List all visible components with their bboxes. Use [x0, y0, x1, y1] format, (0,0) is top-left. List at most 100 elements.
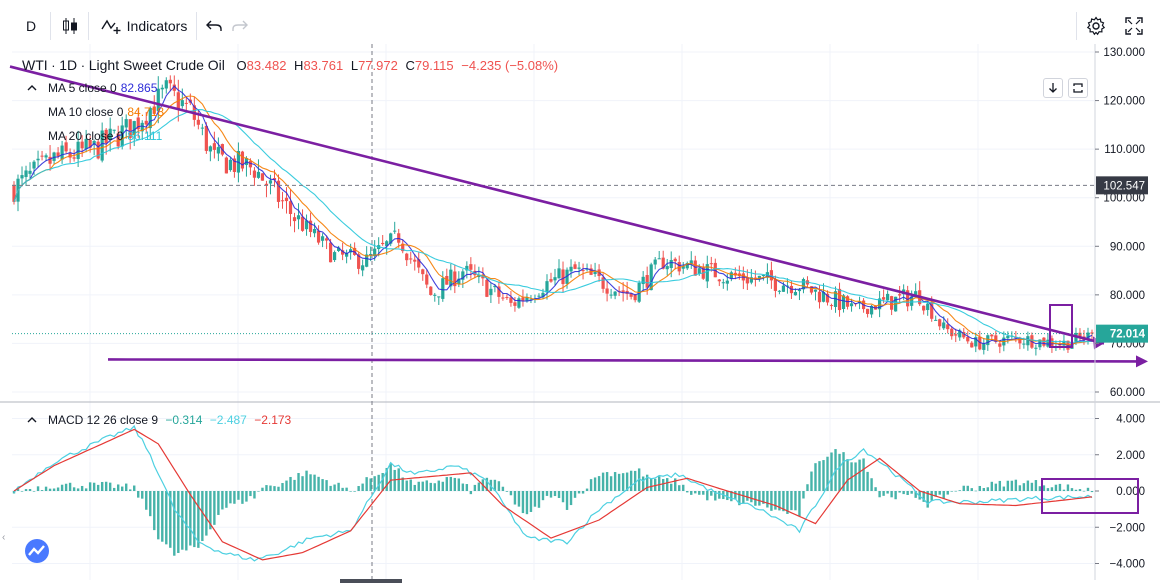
macd-histogram-bar — [1074, 489, 1078, 491]
candle-body — [365, 254, 369, 267]
candle-body — [729, 272, 733, 279]
macd-histogram-bar — [277, 486, 280, 491]
interval-button[interactable]: D — [14, 10, 48, 42]
macd-histogram-bar — [886, 491, 889, 494]
candle-body — [68, 153, 72, 158]
fullscreen-button[interactable] — [1120, 10, 1148, 42]
undo-button[interactable] — [202, 10, 226, 42]
macd-histogram-bar — [80, 485, 84, 491]
candle-body — [573, 264, 577, 269]
macd-histogram-bar — [806, 484, 809, 491]
candle-body — [401, 243, 405, 252]
candle-body — [112, 129, 116, 131]
macd-hist-value: −0.314 — [165, 413, 203, 427]
ma20-legend[interactable]: MA 20 close 0 86.111 — [48, 129, 162, 143]
candle-body — [557, 268, 561, 279]
candle-body — [878, 298, 882, 310]
trendline-drawings[interactable] — [9, 65, 1148, 368]
candle-body — [381, 242, 385, 245]
macd-histogram-bar — [1086, 487, 1090, 491]
ma10-line — [13, 95, 1093, 346]
collapse-legend-icon[interactable] — [26, 82, 38, 94]
macd-histogram-bar — [862, 458, 865, 491]
candle-body — [361, 265, 365, 271]
macd-histogram-bar — [666, 478, 669, 491]
macd-histogram-bar — [798, 491, 801, 517]
macd-histogram-bar — [814, 463, 817, 491]
macd-histogram-bar — [477, 482, 481, 491]
macd-histogram-bar — [633, 470, 637, 491]
candle-body — [1090, 332, 1094, 334]
macd-histogram-bar — [609, 476, 613, 491]
drawn-annotations[interactable] — [1041, 304, 1139, 514]
candle-body — [116, 133, 120, 147]
top-toolbar: D Indicators — [0, 0, 1160, 52]
chart-style-button[interactable] — [56, 10, 84, 42]
candle-body — [409, 258, 413, 260]
macd-histogram-bar — [465, 484, 469, 491]
macd-histogram-bar — [36, 486, 40, 491]
interval-label: D — [25, 18, 37, 34]
candle-body — [212, 143, 216, 150]
macd-histogram-bar — [822, 460, 825, 491]
macd-histogram-bar — [129, 489, 132, 491]
candle-body — [549, 279, 553, 282]
macd-histogram-bar — [966, 485, 969, 491]
symbol-ticker[interactable]: WTI — [22, 57, 48, 73]
candle-body — [136, 117, 140, 130]
macd-histogram-bar — [1022, 483, 1026, 491]
ma20-line — [13, 109, 1093, 344]
macd-histogram-bar — [221, 491, 224, 510]
candle-body — [1006, 335, 1010, 339]
ma10-legend[interactable]: MA 10 close 0 84.718 — [48, 105, 164, 119]
macd-histogram-bar — [469, 491, 473, 495]
candle-body — [144, 120, 148, 125]
candle-body — [757, 275, 761, 279]
macd-histogram-bar — [754, 491, 757, 506]
price-axis[interactable]: 130.000 120.000 110.000 100.000 90.000 80.000… — [340, 44, 1148, 583]
macd-histogram-bar — [653, 478, 657, 491]
macd-histogram-bar — [778, 491, 781, 511]
macd-histogram-bar — [64, 483, 68, 491]
candle-body — [769, 270, 774, 281]
macd-legend[interactable]: MACD 12 26 close 9 −0.314 −2.487 −2.173 — [48, 413, 291, 427]
candle-body — [433, 294, 437, 296]
macd-histogram-bar — [353, 491, 356, 492]
left-scroll-handle[interactable]: ‹ — [2, 532, 6, 543]
ma20-value: 86.111 — [127, 129, 163, 143]
price-tick-label: 130.000 — [1103, 47, 1145, 59]
candle-body — [665, 266, 669, 270]
macd-histogram-bar — [409, 479, 412, 491]
macd-histogram-bar — [1062, 489, 1066, 491]
macd-histogram-bar — [24, 489, 28, 491]
candle-body — [681, 266, 685, 269]
macd-histogram-bar — [906, 491, 909, 495]
candle-body — [693, 260, 697, 276]
reset-chart-button[interactable] — [1068, 78, 1088, 98]
macd-collapse-icon[interactable] — [26, 414, 38, 426]
indicators-icon — [101, 19, 121, 34]
candle-body — [793, 292, 798, 296]
settings-button[interactable] — [1082, 10, 1110, 42]
macd-histogram-bar — [321, 479, 324, 491]
macd-label: MACD 12 26 close 9 — [48, 413, 159, 427]
macd-histogram-bar — [537, 491, 541, 508]
candle-body — [108, 128, 112, 141]
toolbar-divider — [88, 12, 89, 40]
ma5-legend[interactable]: MA 5 close 0 82.865 — [48, 81, 157, 95]
candle-body — [88, 140, 92, 148]
indicators-button[interactable]: Indicators — [94, 10, 194, 42]
macd-histogram-bar — [585, 488, 589, 491]
macd-histogram-bar — [617, 473, 621, 491]
macd-histogram-bar — [361, 483, 364, 491]
candle-body — [613, 291, 617, 296]
macd-histogram-bar — [597, 476, 601, 491]
redo-button[interactable] — [228, 10, 252, 42]
macd-histogram-bar — [1038, 486, 1042, 491]
macd-histogram-bar — [293, 479, 296, 491]
macd-histogram-bar — [153, 491, 156, 531]
candle-body — [100, 130, 104, 161]
candle-body — [328, 242, 333, 263]
scroll-to-latest-button[interactable] — [1043, 78, 1063, 98]
